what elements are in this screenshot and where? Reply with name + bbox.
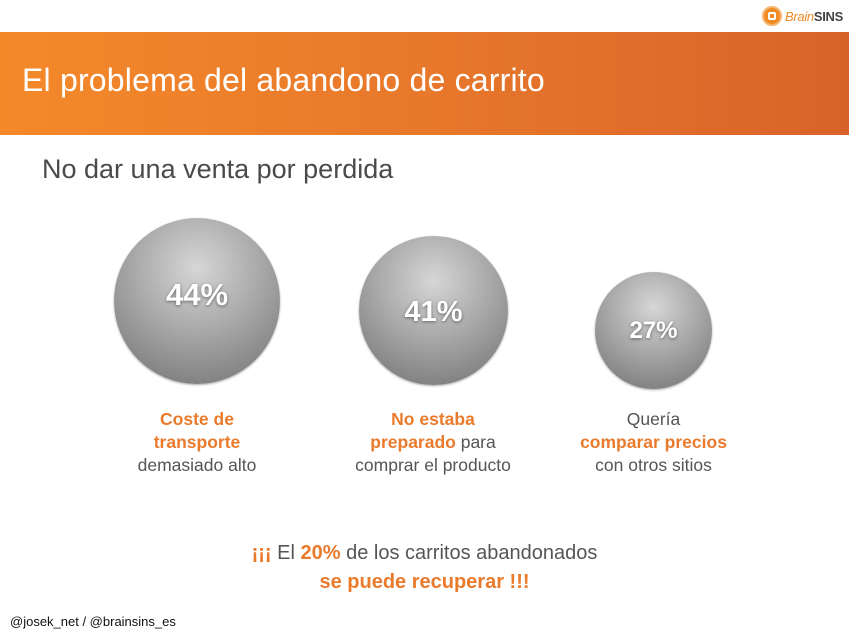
brainsins-logo: BrainSINS — [761, 4, 843, 28]
caption-text: con otros sitios — [595, 455, 712, 475]
logo-text: BrainSINS — [785, 9, 843, 24]
twitter-handles: @josek_net / @brainsins_es — [10, 614, 176, 629]
recovery-message: ¡¡¡ El 20% de los carritos abandonados s… — [0, 539, 849, 597]
caption-text: Quería — [626, 409, 681, 429]
message-text: El — [271, 542, 301, 564]
stat-value: 27% — [629, 316, 678, 344]
recovery-percent: 20% — [300, 542, 341, 564]
caption-text: comprar el producto — [355, 455, 511, 475]
caption-highlight: comparar precios — [580, 432, 727, 452]
title-banner: El problema del abandono de carrito — [0, 32, 849, 135]
caption-highlight: No estaba — [391, 409, 475, 429]
caption-highlight: transporte — [153, 432, 241, 452]
slide-title: El problema del abandono de carrito — [22, 62, 545, 98]
stat-value: 41% — [404, 296, 463, 328]
brainsins-logo-icon — [761, 6, 782, 26]
stat-caption-shipping: Coste de transporte demasiado alto — [97, 408, 297, 477]
stat-bubble-compare-prices: 27% — [595, 272, 712, 389]
exclamation-open: ¡¡¡ — [251, 542, 272, 564]
stat-caption-not-ready: No estaba preparado para comprar el prod… — [330, 408, 536, 477]
message-highlight: se puede recuperar !!! — [319, 571, 530, 593]
message-text: de los carritos abandonados — [340, 542, 598, 564]
slide-subtitle: No dar una venta por perdida — [42, 154, 394, 184]
caption-highlight: Coste de — [160, 409, 234, 429]
logo-sins: SINS — [813, 8, 843, 24]
stat-bubble-not-ready: 41% — [359, 236, 508, 385]
caption-highlight: preparado — [370, 432, 456, 452]
caption-text: demasiado alto — [137, 455, 257, 475]
stat-value: 44% — [165, 277, 229, 312]
logo-brain: Brain — [784, 8, 814, 24]
stat-caption-compare-prices: Quería comparar precios con otros sitios — [552, 408, 755, 477]
stat-bubble-shipping: 44% — [114, 218, 280, 384]
caption-text: para — [455, 432, 496, 452]
